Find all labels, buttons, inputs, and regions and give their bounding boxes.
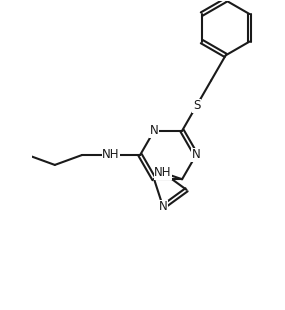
Text: N: N — [150, 124, 158, 137]
Text: N: N — [192, 148, 200, 162]
Text: N: N — [159, 200, 168, 213]
Text: NH: NH — [102, 148, 120, 162]
Text: S: S — [193, 99, 200, 112]
Text: NH: NH — [154, 166, 172, 179]
